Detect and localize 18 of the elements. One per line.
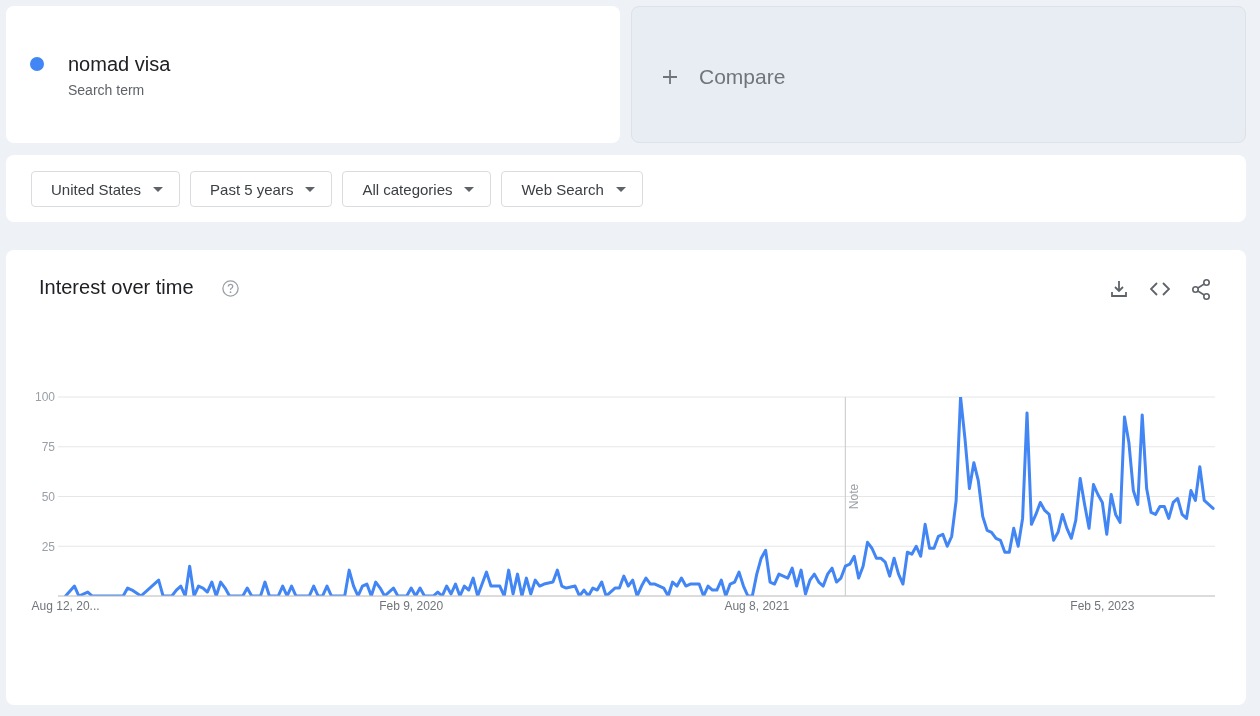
x-tick-label: Aug 8, 2021 [724,598,790,613]
y-tick-label: 75 [41,440,56,455]
y-tick-label: 100 [34,390,56,405]
x-tick-label: Feb 5, 2023 [1070,598,1135,613]
dropdown-field: Web Search [501,171,643,207]
text: Search term [68,82,145,98]
dropdown-field: United States [31,171,181,207]
chart-title: Interest over time [39,276,194,298]
x-tick-label: Feb 9, 2020 [379,598,444,613]
legend-label: nomad visa [68,52,171,76]
dropdown-field: Past 5 years [190,171,333,207]
x-tick-label: Aug 12, 20... [31,598,100,613]
dropdown-field: All categories [342,171,492,207]
line-series [64,397,1215,596]
y-tick-label: 50 [41,489,56,504]
y-tick-label: 25 [41,539,56,554]
compare-button: Compare [631,6,1246,143]
ref-line-label: Note [847,483,862,510]
